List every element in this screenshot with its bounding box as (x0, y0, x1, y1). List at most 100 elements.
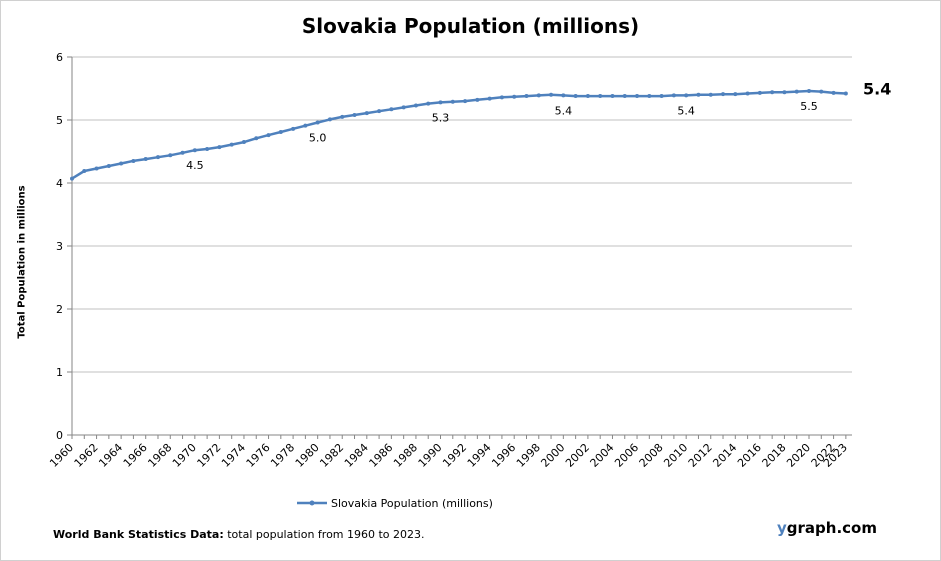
x-tick-label: 1988 (391, 441, 420, 470)
x-tick-label: 2016 (735, 441, 764, 470)
x-tick-labels: 1960196219641966196819701972197419761978… (47, 441, 850, 470)
data-point (131, 158, 136, 163)
x-tick-label: 1976 (244, 441, 273, 470)
annotations: 4.5 5.0 5.3 5.4 5.4 5.5 5.4 (186, 80, 891, 173)
data-point (671, 93, 676, 98)
data-point (205, 146, 210, 151)
data-point (770, 90, 775, 95)
data-point (598, 94, 603, 99)
data-point (327, 117, 332, 122)
data-point (635, 94, 640, 99)
x-tick-label: 1978 (268, 441, 297, 470)
brand-logo-y: y (777, 519, 787, 537)
data-point (696, 92, 701, 97)
data-point (438, 100, 443, 105)
source-note-text: total population from 1960 to 2023. (223, 528, 425, 541)
x-tick-label: 1962 (72, 441, 101, 470)
data-point (450, 99, 455, 104)
data-point (119, 161, 124, 166)
data-point (549, 92, 554, 97)
x-tick-label: 1994 (465, 441, 494, 470)
data-point (413, 103, 418, 108)
data-point (278, 129, 283, 134)
x-tick-label: 1984 (342, 441, 371, 470)
data-label: 5.3 (432, 111, 450, 124)
x-tick-label: 2010 (661, 441, 690, 470)
data-point (426, 101, 431, 106)
y-tick-label: 1 (56, 366, 63, 379)
data-point (561, 93, 566, 98)
data-label: 5.0 (309, 132, 327, 145)
data-point (819, 89, 824, 94)
data-point (352, 112, 357, 117)
data-point (831, 90, 836, 95)
axes (67, 56, 852, 439)
x-tick-label: 1970 (170, 441, 199, 470)
data-point (487, 96, 492, 101)
data-point (684, 93, 689, 98)
x-tick-label: 1986 (367, 441, 396, 470)
last-value-label: 5.4 (863, 80, 891, 99)
x-tick-label: 1968 (145, 441, 174, 470)
x-tick-label: 1992 (440, 441, 469, 470)
data-point (70, 176, 74, 181)
data-point (229, 142, 234, 147)
data-label: 4.5 (186, 159, 204, 172)
x-tick-label: 2018 (760, 441, 789, 470)
grid-lines (72, 56, 852, 373)
x-tick-label: 1972 (195, 441, 224, 470)
x-tick-label: 1996 (489, 441, 518, 470)
series-layer (70, 89, 848, 181)
data-point (217, 145, 222, 150)
data-point (782, 90, 787, 95)
data-point (524, 94, 529, 99)
data-point (463, 99, 468, 104)
data-point (499, 95, 504, 100)
data-point (573, 94, 578, 99)
data-point (94, 166, 99, 171)
y-tick-label: 0 (56, 429, 63, 442)
x-tick-label: 2000 (538, 441, 567, 470)
source-note: World Bank Statistics Data: total popula… (53, 528, 425, 541)
x-tick-label: 1998 (514, 441, 543, 470)
source-note-bold: World Bank Statistics Data: (53, 528, 224, 541)
x-tick-label: 2004 (588, 441, 617, 470)
data-point (254, 136, 259, 141)
brand-logo[interactable]: ygraph.com (777, 519, 877, 537)
data-point (610, 94, 615, 99)
y-tick-label: 4 (56, 177, 63, 190)
y-tick-label: 5 (56, 114, 63, 127)
data-point (155, 155, 160, 160)
data-point (843, 91, 848, 96)
data-point (512, 94, 517, 99)
data-point (475, 97, 480, 102)
data-point (192, 148, 197, 153)
x-tick-label: 2020 (784, 441, 813, 470)
data-point (659, 94, 664, 99)
x-tick-label: 1982 (317, 441, 346, 470)
x-tick-label: 2008 (637, 441, 666, 470)
data-point (168, 153, 173, 158)
data-point (622, 94, 627, 99)
data-point (536, 93, 541, 98)
x-tick-label: 2012 (686, 441, 715, 470)
data-point (401, 105, 406, 110)
data-label: 5.4 (677, 104, 695, 117)
x-tick-label: 1960 (47, 441, 76, 470)
data-point (745, 91, 750, 96)
data-point (647, 94, 652, 99)
data-point (241, 140, 246, 145)
x-tick-label: 1990 (416, 441, 445, 470)
data-point (794, 89, 799, 94)
chart-title: Slovakia Population (millions) (301, 14, 640, 38)
data-point (143, 157, 148, 162)
series-line (71, 89, 846, 180)
data-point (303, 123, 308, 128)
data-label: 5.5 (800, 100, 818, 113)
brand-logo-rest: graph.com (786, 519, 877, 537)
data-point (364, 111, 369, 116)
data-point (266, 133, 271, 138)
legend-swatch-marker (309, 500, 315, 506)
data-point (733, 92, 738, 97)
